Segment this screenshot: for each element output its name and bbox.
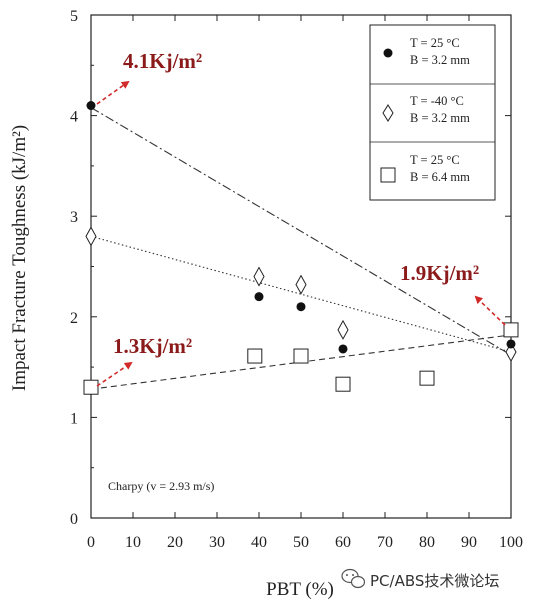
legend-series-1-line2: B = 3.2 mm: [410, 53, 470, 67]
data-point-filled-circle: [296, 302, 306, 312]
legend-series-3-line1: T = 25 °C: [410, 153, 460, 167]
wechat-icon: [341, 568, 366, 589]
annotation-1-9: 1.9Kj/m²: [400, 261, 506, 326]
legend-series-2-line2: B = 3.2 mm: [410, 111, 470, 125]
y-tick-label: 0: [70, 511, 78, 528]
trend-line-series-1: [90, 107, 512, 356]
data-points: [83, 101, 519, 395]
annotation-arrow: [96, 361, 133, 387]
annotation-label: 1.9Kj/m²: [400, 261, 479, 285]
annotation-1-3: 1.3Kj/m²: [96, 334, 192, 387]
x-tick-label: 90: [461, 534, 477, 551]
trend-line-series-2: [90, 235, 512, 353]
legend: T = 25 °C B = 3.2 mm T = -40 °C B = 3.2 …: [369, 24, 496, 201]
annotation-label: 4.1Kj/m²: [123, 49, 202, 73]
legend-series-3-line2: B = 6.4 mm: [410, 170, 470, 184]
data-point-open-diamond: [85, 226, 97, 247]
legend-marker-open-diamond: [382, 104, 394, 122]
x-tick-label: 70: [377, 534, 393, 551]
legend-marker-filled-circle: [383, 48, 393, 58]
x-tick-label: 10: [125, 534, 141, 551]
data-point-open-diamond: [337, 319, 349, 340]
y-tick-label: 4: [70, 109, 78, 126]
x-tick-label: 0: [87, 534, 95, 551]
data-point-open-diamond: [253, 266, 265, 287]
axis-ticks: 0 10 20 30 40 50 60 70 80 90 100 0 1 2 3 4 5: [70, 8, 523, 551]
data-point-open-square: [293, 348, 309, 364]
legend-series-1-line1: T = 25 °C: [410, 36, 460, 50]
annotation-label: 1.3Kj/m²: [113, 334, 192, 358]
y-axis-title: Impact Fracture Toughness (kJ/m²): [9, 125, 30, 391]
y-tick-label: 1: [70, 410, 78, 427]
data-point-open-square: [83, 379, 99, 395]
data-point-open-square: [335, 376, 351, 392]
annotation-4-1: 4.1Kj/m²: [96, 49, 202, 105]
y-tick-label: 5: [70, 8, 78, 25]
x-tick-label: 100: [499, 534, 523, 551]
data-point-open-square: [247, 348, 263, 364]
x-tick-label: 20: [167, 534, 183, 551]
x-tick-label: 60: [335, 534, 351, 551]
data-point-open-diamond: [295, 274, 307, 295]
data-point-filled-circle: [506, 339, 516, 349]
data-point-open-square: [419, 370, 435, 386]
data-point-open-square: [503, 322, 519, 338]
legend-series-2-line1: T = -40 °C: [410, 94, 464, 108]
data-point-filled-circle: [254, 292, 264, 302]
legend-marker-open-square: [380, 167, 396, 183]
data-point-filled-circle: [86, 101, 96, 111]
x-tick-label: 80: [419, 534, 435, 551]
watermark: PC/ABS技术微论坛: [341, 568, 499, 590]
watermark-text: PC/ABS技术微论坛: [370, 572, 499, 590]
x-tick-label: 40: [251, 534, 267, 551]
x-tick-label: 30: [209, 534, 225, 551]
annotation-arrow: [474, 295, 506, 326]
x-tick-label: 50: [293, 534, 309, 551]
y-tick-label: 3: [70, 209, 78, 226]
test-condition-note: Charpy (v = 2.93 m/s): [108, 479, 214, 493]
annotation-arrow: [96, 80, 130, 105]
y-tick-label: 2: [70, 310, 78, 327]
data-point-filled-circle: [338, 344, 348, 354]
x-axis-title: PBT (%): [266, 579, 334, 600]
